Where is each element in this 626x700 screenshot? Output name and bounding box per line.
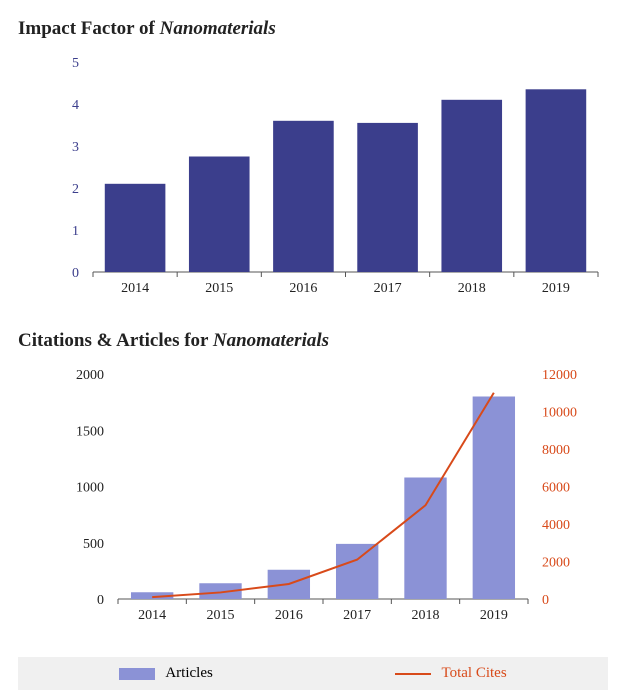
svg-text:5: 5: [72, 56, 79, 71]
chart1-title: Impact Factor of Nanomaterials: [18, 18, 608, 40]
chart1-title-em: Nanomaterials: [160, 18, 276, 39]
svg-text:2017: 2017: [343, 608, 371, 623]
svg-text:2: 2: [72, 182, 79, 197]
svg-text:2000: 2000: [76, 368, 104, 383]
chart2: 0 500 1000 1500 2000 0 2000 4000 6000 8000 10000 12…: [18, 366, 608, 627]
svg-text:1500: 1500: [76, 424, 104, 439]
svg-text:12000: 12000: [542, 368, 577, 383]
svg-text:3: 3: [72, 140, 79, 155]
legend-cites-label: Total Cites: [441, 665, 506, 682]
svg-text:1000: 1000: [76, 481, 104, 496]
svg-text:2014: 2014: [138, 608, 166, 623]
svg-text:4000: 4000: [542, 518, 570, 533]
svg-text:10000: 10000: [542, 406, 577, 421]
svg-text:8000: 8000: [542, 443, 570, 458]
legend-articles-swatch: [119, 668, 155, 680]
chart1-title-prefix: Impact Factor of: [18, 18, 160, 39]
svg-text:6000: 6000: [542, 481, 570, 496]
chart2-title-em: Nanomaterials: [213, 330, 329, 351]
svg-text:2015: 2015: [207, 608, 235, 623]
svg-text:4: 4: [72, 98, 79, 113]
legend-cites-swatch: [395, 673, 431, 675]
legend-cites: Total Cites: [395, 665, 506, 682]
chart2-title: Citations & Articles for Nanomaterials: [18, 330, 608, 352]
chart1: 0 1 2 3 4 5 2014 2015 2016 2017 2018 2019: [18, 54, 608, 300]
svg-text:2014: 2014: [121, 281, 149, 296]
svg-text:2018: 2018: [458, 281, 486, 296]
svg-text:2015: 2015: [205, 281, 233, 296]
svg-text:2018: 2018: [412, 608, 440, 623]
svg-text:0: 0: [97, 593, 104, 608]
chart2-svg: 0 500 1000 1500 2000 0 2000 4000 6000 8000 10000 12…: [18, 366, 608, 627]
legend-articles: Articles: [119, 665, 212, 682]
chart1-svg: 0 1 2 3 4 5 2014 2015 2016 2017 2018 2019: [18, 54, 608, 300]
svg-text:2016: 2016: [275, 608, 303, 623]
svg-text:2000: 2000: [542, 556, 570, 571]
svg-text:1: 1: [72, 224, 79, 239]
svg-text:500: 500: [83, 537, 104, 552]
svg-text:2019: 2019: [480, 608, 508, 623]
svg-text:0: 0: [542, 593, 549, 608]
legend-articles-label: Articles: [165, 665, 212, 682]
legend: Articles Total Cites: [18, 657, 608, 690]
chart2-title-prefix: Citations & Articles for: [18, 330, 213, 351]
svg-text:2016: 2016: [289, 281, 317, 296]
svg-text:0: 0: [72, 266, 79, 281]
svg-text:2019: 2019: [542, 281, 570, 296]
svg-text:2017: 2017: [374, 281, 402, 296]
